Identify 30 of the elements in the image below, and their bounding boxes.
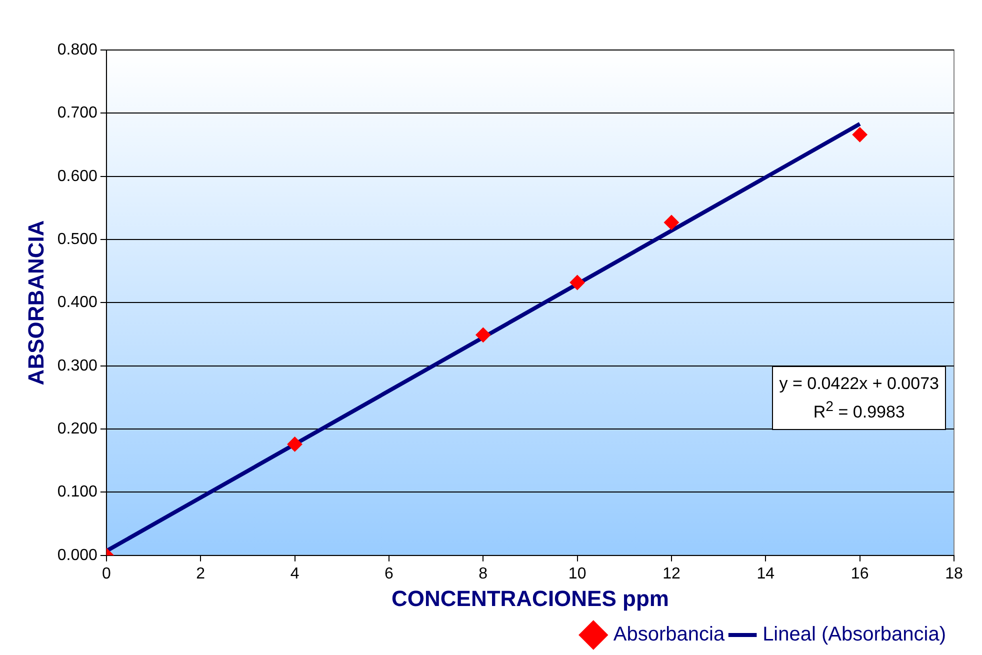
x-axis-title: CONCENTRACIONES ppm xyxy=(391,586,669,611)
x-tick-label: 0 xyxy=(102,565,111,582)
y-tick-label: 0.100 xyxy=(57,484,98,501)
legend-label: Absorbancia xyxy=(613,624,726,646)
x-tick-label: 14 xyxy=(756,565,775,582)
point xyxy=(476,327,491,342)
x-tick-label: 10 xyxy=(568,565,586,582)
y-tick-label: 0.600 xyxy=(57,168,98,185)
y-tick-label: 0.000 xyxy=(57,546,98,564)
annotation: R$^{2}$ = 0.9983 xyxy=(812,398,906,424)
point xyxy=(852,127,868,142)
x-tick-label: 12 xyxy=(662,565,680,582)
x-tick-label: 2 xyxy=(196,565,206,582)
y-tick-label: 0.300 xyxy=(57,357,98,374)
y-tick-label: 0.400 xyxy=(57,294,98,312)
x-tick-label: 4 xyxy=(290,565,300,582)
y-tick-label: 0.800 xyxy=(57,41,98,58)
point xyxy=(570,274,585,290)
y-tick-label: 0.500 xyxy=(57,230,98,248)
x-tick-label: 8 xyxy=(478,565,488,582)
y-tick-label: 0.700 xyxy=(57,104,98,122)
x-tick-label: 16 xyxy=(850,565,869,582)
x-tick-label: 6 xyxy=(384,565,394,582)
point xyxy=(287,436,302,452)
y-tick-label: 0.200 xyxy=(57,420,98,438)
legend-label: Lineal (Absorbancia) xyxy=(762,624,946,646)
y-axis-title: ABSORBANCIA xyxy=(23,220,48,386)
x-tick-label: 18 xyxy=(945,565,963,582)
point xyxy=(664,214,679,230)
annotation: y = 0.0422x + 0.0073 xyxy=(779,373,939,395)
